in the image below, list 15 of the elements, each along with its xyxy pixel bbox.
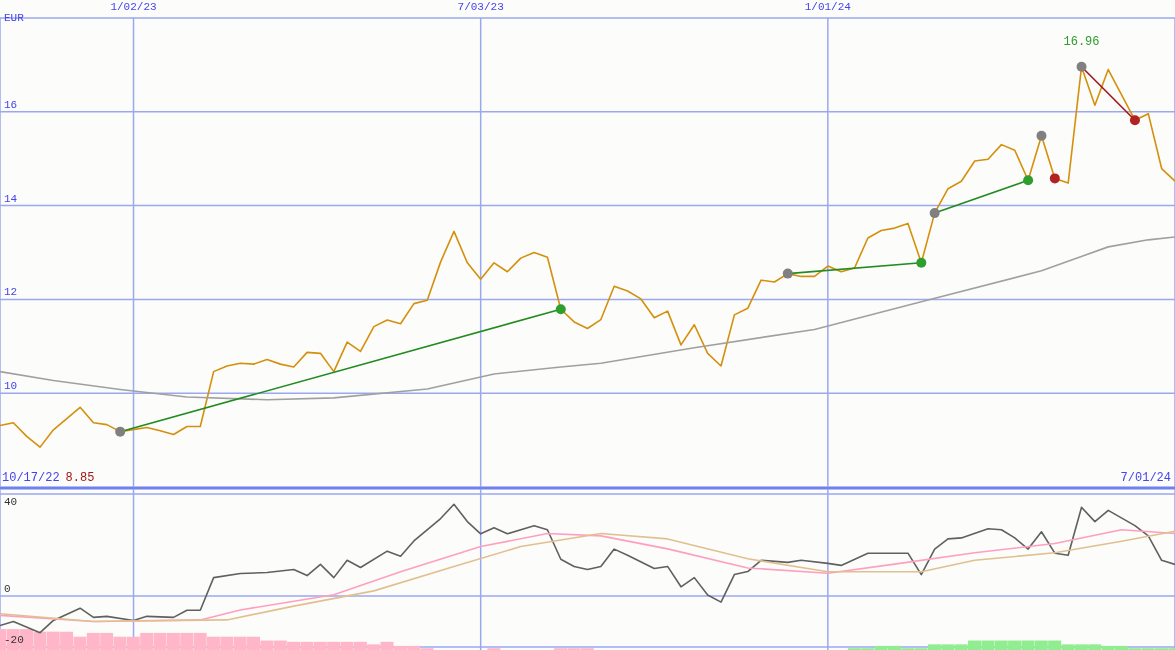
x-tick-label: 7/03/23 (457, 1, 504, 13)
annotation: 7/01/24 (1120, 471, 1171, 485)
y-tick-label: 40 (4, 496, 18, 509)
y-tick-label: 14 (4, 192, 18, 205)
annotation: 8.85 (65, 471, 95, 485)
annotation: 10/17/22 (2, 471, 60, 485)
y-tick-label: 0 (4, 582, 11, 595)
y-tick-label: 12 (4, 286, 18, 299)
x-tick-label: 1/01/24 (804, 1, 852, 13)
y-axis-title: EUR (4, 12, 24, 24)
y-tick-label: 16 (4, 98, 18, 111)
y-tick-label: 10 (4, 380, 18, 393)
y-tick-label: -20 (4, 633, 24, 646)
annotation: 16.96 (1063, 34, 1100, 49)
x-tick-label: 1/02/23 (110, 1, 157, 13)
